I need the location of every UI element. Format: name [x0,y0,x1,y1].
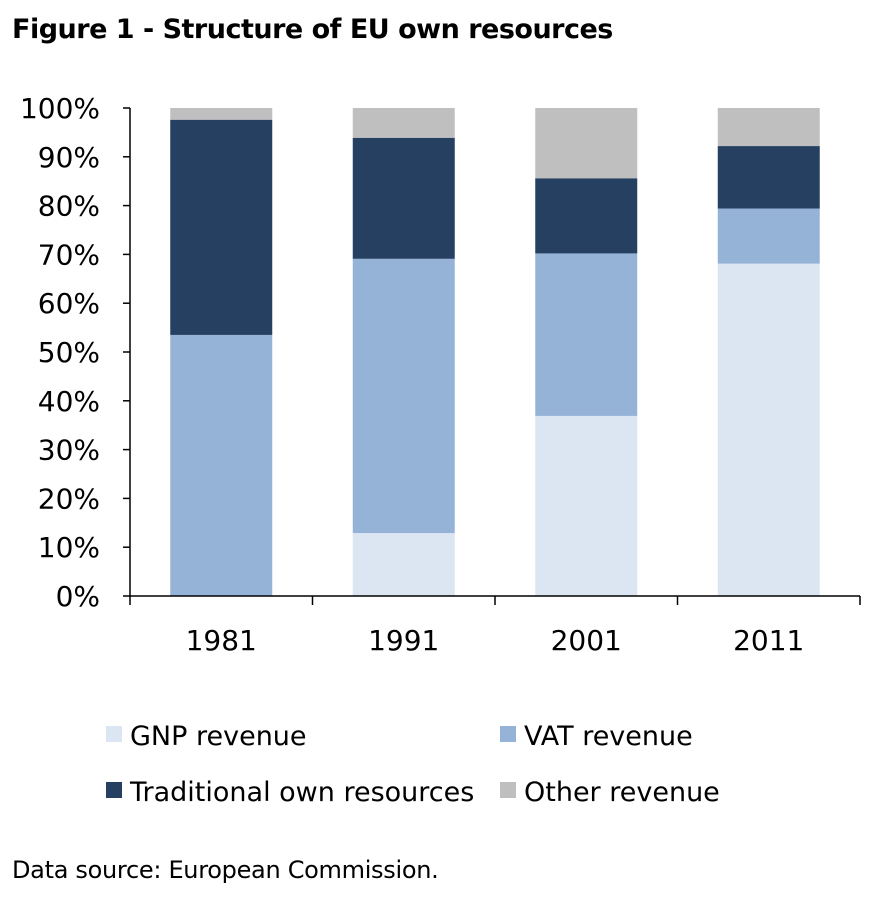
legend-label: Traditional own resources [129,777,474,808]
y-tick-label: 20% [38,482,100,515]
bar-segment-2001-2 [535,178,638,254]
legend-label: Other revenue [524,777,720,808]
bar-segment-2001-0 [535,415,638,596]
chart-title: Figure 1 - Structure of EU own resources [12,14,613,45]
bar-segment-2011-2 [717,146,820,209]
bar-segment-1981-3 [170,108,273,120]
legend-swatch-0 [106,726,122,742]
bar-segment-2011-1 [717,208,820,264]
bar-segment-1981-1 [170,334,273,596]
bar-segment-2001-3 [535,108,638,179]
y-tick-label: 70% [38,238,100,271]
bar-segment-1991-3 [352,108,455,138]
bar-segment-2011-3 [717,108,820,147]
x-tick-label: 2011 [733,624,804,657]
bar-segment-2001-1 [535,253,638,416]
legend-swatch-3 [500,782,516,798]
legend-swatch-1 [500,726,516,742]
x-tick-label: 1981 [186,624,257,657]
bar-segment-1991-0 [352,533,455,596]
y-tick-label: 40% [38,385,100,418]
legend-swatch-2 [106,782,122,798]
bar-segment-1991-1 [352,258,455,534]
bar-segment-1991-2 [352,137,455,259]
y-tick-label: 60% [38,287,100,320]
y-tick-label: 90% [38,141,100,174]
bar-segment-1981-2 [170,119,273,335]
y-tick-label: 100% [20,92,100,125]
y-tick-label: 80% [38,190,100,223]
bar-segment-2011-0 [717,263,820,596]
y-tick-label: 10% [38,531,100,564]
x-tick-label: 2001 [551,624,622,657]
y-tick-label: 0% [56,580,100,613]
x-tick-label: 1991 [368,624,439,657]
y-tick-label: 30% [38,434,100,467]
y-tick-label: 50% [38,336,100,369]
legend-label: VAT revenue [524,721,693,752]
legend-label: GNP revenue [130,721,307,752]
data-source-note: Data source: European Commission. [12,856,439,884]
